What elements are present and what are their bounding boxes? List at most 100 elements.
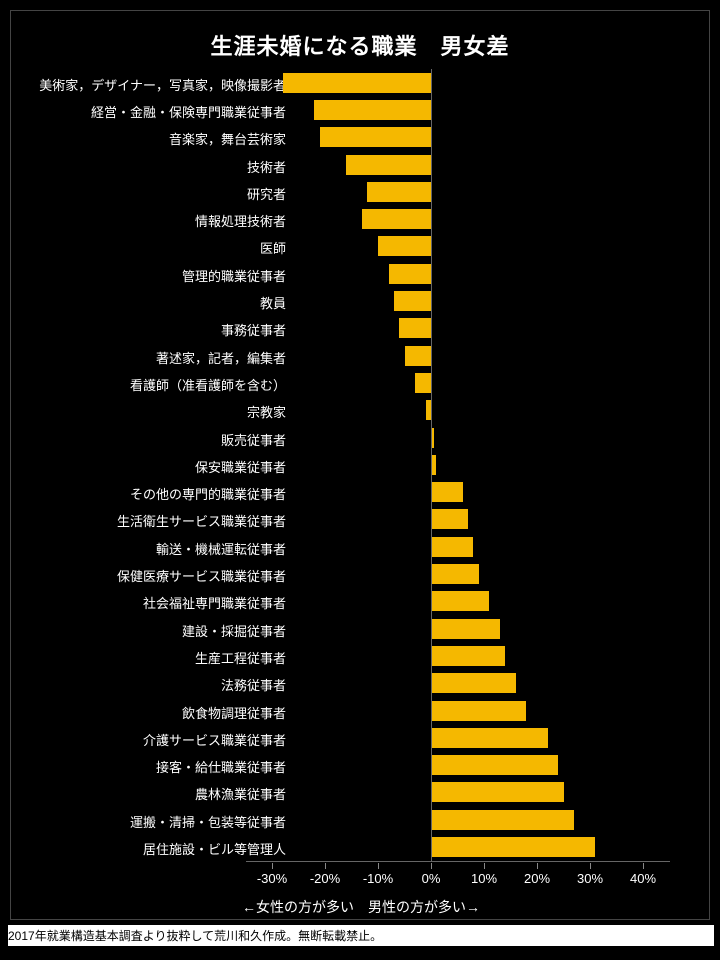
bar-rect: [431, 509, 468, 529]
bar-label: 運搬・清掃・包装等従事者: [130, 812, 286, 831]
bar-row: 輸送・機械運転従事者: [11, 533, 711, 560]
x-tick-label: -20%: [310, 871, 340, 886]
bar-row: その他の専門的職業従事者: [11, 479, 711, 506]
bar-rect: [431, 782, 564, 802]
bar-row: 事務従事者: [11, 315, 711, 342]
x-axis-label: ←女性の方が多い 男性の方が多い→: [11, 897, 711, 917]
bar-row: 飲食物調理従事者: [11, 697, 711, 724]
bar-row: 経営・金融・保険専門職業従事者: [11, 96, 711, 123]
bar-rect: [431, 755, 558, 775]
zero-line: [431, 69, 432, 861]
bar-label: 居住施設・ビル等管理人: [143, 839, 286, 858]
bar-label: 生活衛生サービス職業従事者: [117, 511, 286, 530]
bar-label: 販売従事者: [221, 430, 286, 449]
bar-row: 建設・採掘従事者: [11, 615, 711, 642]
x-tick: [590, 863, 591, 869]
bar-row: 情報処理技術者: [11, 206, 711, 233]
bar-row: 看護師（准看護師を含む）: [11, 369, 711, 396]
bar-label: その他の専門的職業従事者: [130, 484, 286, 503]
bar-rect: [399, 318, 431, 338]
bar-rect: [314, 100, 431, 120]
bar-rect: [431, 619, 500, 639]
bar-label: 音楽家，舞台芸術家: [169, 129, 286, 148]
bar-label: 経営・金融・保険専門職業従事者: [91, 102, 286, 121]
bar-row: 生活衛生サービス職業従事者: [11, 506, 711, 533]
bar-row: 販売従事者: [11, 424, 711, 451]
bar-row: 音楽家，舞台芸術家: [11, 124, 711, 151]
bar-row: 教員: [11, 287, 711, 314]
x-tick-label: -30%: [257, 871, 287, 886]
bar-rect: [378, 236, 431, 256]
x-tick-label: -10%: [363, 871, 393, 886]
bars-area: 美術家，デザイナー，写真家，映像撮影者経営・金融・保険専門職業従事者音楽家，舞台…: [11, 69, 711, 861]
bar-rect: [431, 482, 463, 502]
x-tick: [484, 863, 485, 869]
bar-rect: [283, 73, 431, 93]
bar-rect: [431, 837, 595, 857]
bar-rect: [415, 373, 431, 393]
bar-label: 宗教家: [247, 402, 286, 421]
x-tick-label: 10%: [471, 871, 497, 886]
bar-label: 管理的職業従事者: [182, 266, 286, 285]
x-tick-label: 0%: [422, 871, 441, 886]
bar-row: 管理的職業従事者: [11, 260, 711, 287]
bar-label: 法務従事者: [221, 675, 286, 694]
bar-rect: [431, 591, 489, 611]
bar-label: 生産工程従事者: [195, 648, 286, 667]
bar-rect: [431, 701, 526, 721]
plot-area: 生涯未婚になる職業 男女差 美術家，デザイナー，写真家，映像撮影者経営・金融・保…: [10, 10, 710, 920]
bar-row: 社会福祉専門職業従事者: [11, 588, 711, 615]
bar-rect: [431, 646, 505, 666]
x-tick: [378, 863, 379, 869]
bar-rect: [431, 564, 479, 584]
bar-rect: [431, 810, 574, 830]
bar-rect: [405, 346, 432, 366]
bar-label: 事務従事者: [221, 320, 286, 339]
bar-row: 法務従事者: [11, 670, 711, 697]
bar-row: 居住施設・ビル等管理人: [11, 833, 711, 860]
bar-label: 保健医療サービス職業従事者: [117, 566, 286, 585]
chart-title: 生涯未婚になる職業 男女差: [11, 29, 709, 61]
x-tick-label: 20%: [524, 871, 550, 886]
bar-label: 社会福祉専門職業従事者: [143, 593, 286, 612]
bar-label: 看護師（准看護師を含む）: [130, 375, 286, 394]
bar-rect: [346, 155, 431, 175]
bar-row: 生産工程従事者: [11, 642, 711, 669]
bar-label: 医師: [260, 238, 286, 257]
x-tick: [272, 863, 273, 869]
bar-label: 研究者: [247, 184, 286, 203]
bar-label: 教員: [260, 293, 286, 312]
bar-label: 著述家，記者，編集者: [156, 348, 286, 367]
bar-row: 保安職業従事者: [11, 451, 711, 478]
bar-row: 保健医療サービス職業従事者: [11, 560, 711, 587]
bar-row: 研究者: [11, 178, 711, 205]
x-tick: [643, 863, 644, 869]
bar-row: 著述家，記者，編集者: [11, 342, 711, 369]
bar-row: 医師: [11, 233, 711, 260]
bar-row: 運搬・清掃・包装等従事者: [11, 806, 711, 833]
bar-row: 技術者: [11, 151, 711, 178]
bar-label: 情報処理技術者: [195, 211, 286, 230]
bar-row: 接客・給仕職業従事者: [11, 752, 711, 779]
bar-row: 農林漁業従事者: [11, 779, 711, 806]
bar-rect: [394, 291, 431, 311]
bar-label: 介護サービス職業従事者: [143, 730, 286, 749]
bar-label: 保安職業従事者: [195, 457, 286, 476]
bar-label: 輸送・機械運転従事者: [156, 539, 286, 558]
bar-label: 農林漁業従事者: [195, 784, 286, 803]
bar-label: 建設・採掘従事者: [182, 621, 286, 640]
x-tick-label: 30%: [577, 871, 603, 886]
bar-row: 美術家，デザイナー，写真家，映像撮影者: [11, 69, 711, 96]
bar-rect: [431, 673, 516, 693]
bar-rect: [389, 264, 431, 284]
bar-row: 宗教家: [11, 397, 711, 424]
bar-rect: [367, 182, 431, 202]
bar-rect: [431, 728, 548, 748]
bar-label: 接客・給仕職業従事者: [156, 757, 286, 776]
x-tick: [325, 863, 326, 869]
x-axis-line: [246, 861, 670, 862]
bar-rect: [431, 537, 473, 557]
x-tick: [431, 863, 432, 869]
x-tick: [537, 863, 538, 869]
x-tick-label: 40%: [630, 871, 656, 886]
